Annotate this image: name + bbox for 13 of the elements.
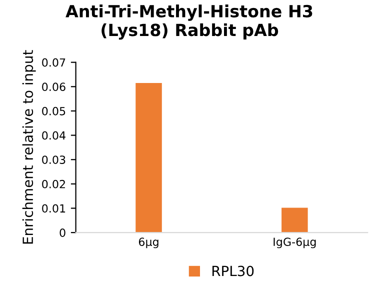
y-axis-title: Enrichment relative to input	[22, 50, 36, 244]
x-tick-label: IgG-6μg	[274, 238, 316, 248]
chart-title: Anti-Tri-Methyl-Histone H3 (Lys18) Rabbit pAb	[66, 4, 312, 40]
y-tick-label: 0.04	[42, 131, 66, 140]
y-tick-label: 0	[60, 228, 66, 237]
x-tick-label: 6μg	[138, 238, 158, 248]
y-tick-label: 0.07	[42, 58, 66, 67]
y-tick-label: 0.05	[42, 106, 66, 116]
legend-label: RPL30	[212, 266, 254, 276]
y-tick-label: 0.01	[42, 204, 66, 213]
y-tick-label: 0.06	[42, 82, 66, 92]
y-tick-label: 0.03	[42, 156, 66, 164]
y-tick-label: 0.02	[42, 180, 65, 188]
